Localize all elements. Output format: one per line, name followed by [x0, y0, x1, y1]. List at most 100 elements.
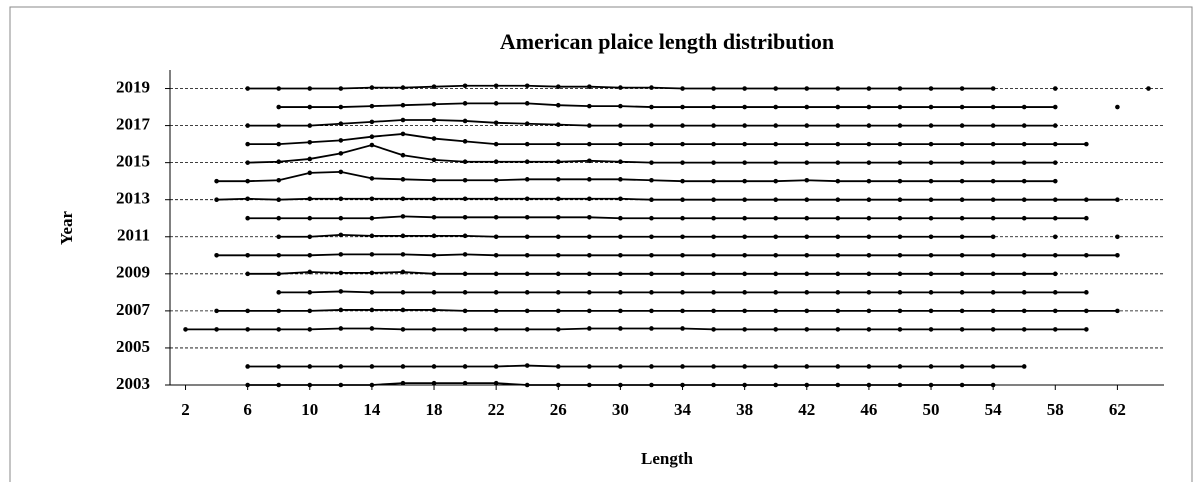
data-point: [338, 196, 344, 202]
data-point: [493, 83, 499, 89]
data-point: [431, 101, 437, 107]
data-point: [897, 327, 903, 332]
data-point: [245, 178, 250, 184]
data-point: [897, 308, 903, 314]
data-point: [462, 290, 468, 295]
data-point: [307, 156, 313, 162]
data-point: [835, 252, 841, 258]
data-point: [524, 363, 530, 368]
data-point: [462, 271, 468, 277]
data-point: [276, 177, 282, 183]
data-point: [649, 104, 654, 110]
data-point: [711, 252, 716, 258]
data-point: [618, 308, 623, 314]
data-point: [897, 252, 903, 258]
data-point: [928, 252, 934, 258]
data-point: [400, 214, 406, 219]
data-point: [1052, 271, 1058, 277]
data-point: [866, 308, 872, 314]
data-point: [555, 252, 561, 258]
data-point: [524, 177, 530, 182]
data-point: [338, 364, 344, 369]
data-point: [369, 252, 375, 257]
series-line: [216, 309, 1118, 312]
data-point: [773, 160, 779, 165]
data-point: [400, 85, 406, 90]
data-point: [1084, 252, 1089, 258]
data-point: [183, 327, 188, 332]
data-point: [524, 234, 530, 240]
y-tick-label: 2011: [117, 226, 150, 245]
data-point: [245, 196, 250, 202]
data-point: [680, 234, 685, 240]
data-point: [214, 178, 219, 184]
data-point: [804, 215, 810, 221]
data-point: [711, 290, 716, 295]
data-point: [307, 139, 313, 145]
data-point: [1084, 197, 1089, 203]
data-point: [555, 141, 561, 147]
data-point: [866, 271, 872, 277]
x-tick-label: 18: [426, 400, 443, 419]
data-point: [400, 102, 406, 108]
data-point: [928, 178, 934, 184]
data-point: [680, 271, 685, 277]
data-point: [462, 327, 468, 332]
data-point: [897, 160, 903, 165]
data-point: [804, 327, 810, 332]
data-point: [1115, 234, 1120, 240]
data-point: [462, 308, 468, 314]
data-point: [369, 326, 375, 331]
data-point: [369, 364, 375, 369]
data-point: [307, 252, 313, 258]
data-point: [493, 177, 499, 183]
data-point: [618, 326, 623, 331]
y-tick-label: 2019: [116, 77, 150, 96]
data-point: [1052, 86, 1058, 91]
y-tick-label: 2017: [116, 114, 151, 133]
data-point: [835, 104, 841, 110]
data-point: [307, 104, 313, 110]
series-line: [247, 215, 1087, 220]
data-point: [524, 215, 530, 220]
data-point: [742, 364, 747, 369]
data-point: [866, 215, 872, 221]
data-point: [431, 157, 437, 163]
data-point: [897, 364, 903, 369]
data-point: [369, 103, 375, 109]
data-point: [711, 234, 716, 240]
data-point: [587, 290, 592, 295]
data-point: [276, 271, 282, 277]
data-point: [587, 234, 592, 240]
series-line: [216, 171, 1056, 183]
x-tick-label: 34: [674, 400, 692, 419]
x-tick-label: 54: [985, 400, 1003, 419]
chart-title: American plaice length distribution: [500, 29, 834, 54]
data-point: [493, 380, 499, 386]
data-point: [493, 215, 499, 220]
data-point: [618, 141, 623, 147]
data-point: [431, 380, 437, 386]
data-point: [866, 141, 872, 147]
data-point: [773, 290, 779, 295]
data-point: [773, 308, 779, 314]
data-point: [1115, 252, 1120, 258]
data-point: [400, 252, 406, 257]
data-point: [587, 177, 592, 182]
data-point: [1052, 252, 1058, 258]
data-point: [804, 197, 810, 203]
x-axis-label: Length: [641, 449, 694, 468]
data-point: [959, 234, 965, 240]
data-point: [524, 196, 530, 202]
data-point: [276, 382, 282, 388]
data-point: [990, 178, 996, 184]
data-point: [369, 307, 375, 313]
data-point: [431, 177, 437, 183]
data-point: [959, 141, 965, 147]
data-point: [928, 271, 934, 277]
data-point: [928, 104, 934, 110]
data-point: [400, 152, 406, 158]
data-point: [928, 86, 934, 91]
data-point: [680, 382, 685, 388]
data-point: [990, 327, 996, 332]
